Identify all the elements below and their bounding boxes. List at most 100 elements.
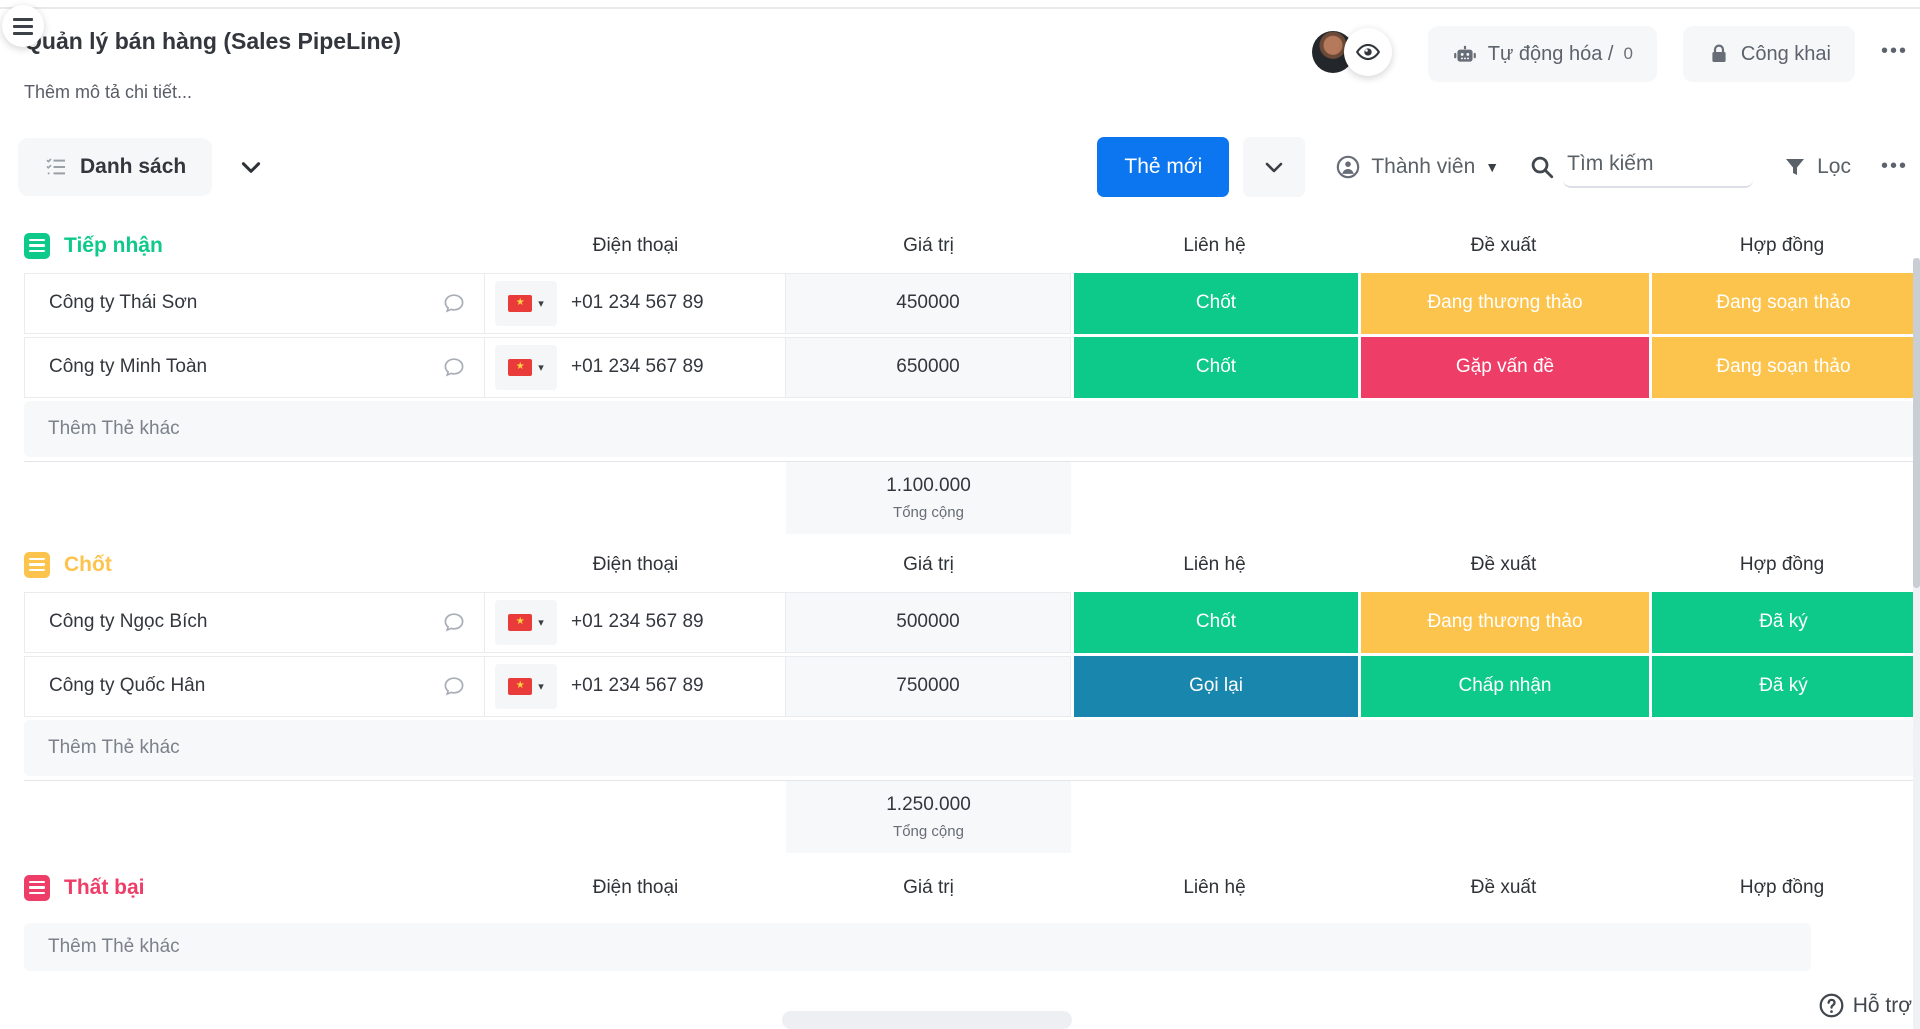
column-header-proposal[interactable]: Đề xuất bbox=[1470, 553, 1537, 575]
add-card-row[interactable]: Thêm Thẻ khác bbox=[24, 719, 1915, 776]
table-row: Công ty Ngọc Bích ★ ▾ +01 234 567 89 bbox=[24, 591, 1920, 653]
status-badge-contract[interactable]: Đang soạn thảo bbox=[1649, 336, 1915, 398]
status-badge-contact[interactable]: Chốt bbox=[1071, 336, 1358, 398]
company-cell[interactable]: Công ty Ngọc Bích bbox=[24, 591, 485, 653]
new-card-dropdown-button[interactable] bbox=[1243, 136, 1306, 197]
column-header-proposal[interactable]: Đề xuất bbox=[1470, 876, 1537, 898]
group-that-bai: Thất bại Điện thoại Giá trị Liên hệ Đề x… bbox=[24, 869, 1920, 971]
phone-cell[interactable]: ★ ▾ +01 234 567 89 bbox=[485, 655, 786, 717]
phone-cell[interactable]: ★ ▾ +01 234 567 89 bbox=[485, 591, 786, 653]
page-title[interactable]: Quản lý bán hàng (Sales PipeLine) bbox=[24, 28, 402, 54]
value-cell[interactable]: 650000 bbox=[786, 336, 1071, 398]
view-chevron-button[interactable] bbox=[238, 154, 264, 180]
funnel-icon bbox=[1783, 155, 1807, 179]
table-row: Công ty Thái Sơn ★ ▾ +01 234 567 89 bbox=[24, 272, 1920, 334]
board-more-button[interactable]: ••• bbox=[1880, 40, 1908, 62]
country-code-dropdown[interactable]: ★ ▾ bbox=[495, 344, 557, 390]
status-badge-proposal[interactable]: Đang thương thảo bbox=[1358, 591, 1649, 653]
filter-button[interactable]: Lọc bbox=[1783, 155, 1851, 179]
value-cell[interactable]: 450000 bbox=[786, 272, 1071, 334]
group-title[interactable]: Tiếp nhận bbox=[24, 232, 485, 259]
caret-down-icon: ▾ bbox=[538, 361, 544, 374]
column-header-phone[interactable]: Điện thoại bbox=[592, 234, 679, 256]
search-box bbox=[1529, 145, 1754, 188]
automation-count: 0 bbox=[1623, 44, 1633, 63]
column-header-contact[interactable]: Liên hệ bbox=[1183, 553, 1246, 575]
company-name: Công ty Minh Toàn bbox=[49, 356, 208, 378]
list-view-icon bbox=[44, 155, 68, 179]
total-label: Tổng cộng bbox=[893, 822, 964, 840]
phone-cell[interactable]: ★ ▾ +01 234 567 89 bbox=[485, 336, 786, 398]
country-code-dropdown[interactable]: ★ ▾ bbox=[495, 599, 557, 645]
company-cell[interactable]: Công ty Thái Sơn bbox=[24, 272, 485, 334]
board-toolbar: Danh sách Thẻ mới bbox=[0, 136, 1920, 197]
group-title[interactable]: Thất bại bbox=[24, 874, 485, 901]
avatar[interactable] bbox=[1311, 31, 1354, 73]
status-badge-contract[interactable]: Đã ký bbox=[1649, 655, 1915, 717]
column-header-proposal[interactable]: Đề xuất bbox=[1470, 234, 1537, 256]
board-description-placeholder[interactable]: Thêm mô tả chi tiết... bbox=[24, 81, 193, 102]
watch-button[interactable] bbox=[1343, 28, 1392, 76]
comment-icon[interactable] bbox=[442, 610, 466, 634]
column-header-value[interactable]: Giá trị bbox=[903, 553, 954, 575]
column-header-contract[interactable]: Hợp đồng bbox=[1739, 234, 1825, 256]
search-input[interactable] bbox=[1563, 145, 1754, 188]
horizontal-scrollbar[interactable] bbox=[782, 1011, 1072, 1029]
vertical-scrollbar-thumb[interactable] bbox=[1913, 258, 1920, 588]
automation-label: Tự động hóa / bbox=[1487, 42, 1614, 65]
status-badge-contract[interactable]: Đã ký bbox=[1649, 591, 1915, 653]
comment-icon[interactable] bbox=[442, 674, 466, 698]
add-card-row[interactable]: Thêm Thẻ khác bbox=[24, 922, 1811, 971]
eye-icon bbox=[1355, 39, 1381, 65]
new-card-button[interactable]: Thẻ mới bbox=[1097, 136, 1230, 197]
group-totals: 1.250.000 Tổng cộng bbox=[24, 779, 1920, 853]
country-code-dropdown[interactable]: ★ ▾ bbox=[495, 663, 557, 709]
hamburger-icon bbox=[13, 17, 33, 35]
status-badge-contact[interactable]: Chốt bbox=[1071, 272, 1358, 334]
caret-down-icon: ▾ bbox=[538, 616, 544, 629]
status-badge-proposal[interactable]: Gặp vấn đề bbox=[1358, 336, 1649, 398]
members-filter-button[interactable]: Thành viên ▼ bbox=[1335, 154, 1499, 180]
column-header-value[interactable]: Giá trị bbox=[903, 234, 954, 256]
company-cell[interactable]: Công ty Minh Toàn bbox=[24, 336, 485, 398]
column-header-contract[interactable]: Hợp đồng bbox=[1739, 553, 1825, 575]
group-title[interactable]: Chốt bbox=[24, 551, 485, 578]
filter-label: Lọc bbox=[1817, 154, 1851, 178]
country-code-dropdown[interactable]: ★ ▾ bbox=[495, 280, 557, 326]
caret-down-icon: ▾ bbox=[538, 297, 544, 310]
automation-button[interactable]: Tự động hóa / 0 bbox=[1427, 26, 1657, 82]
privacy-button[interactable]: Công khai bbox=[1682, 26, 1855, 82]
value-cell[interactable]: 750000 bbox=[786, 655, 1071, 717]
value-total-cell: 1.100.000 Tổng cộng bbox=[786, 461, 1071, 534]
group-tiep-nhan: Tiếp nhận Điện thoại Giá trị Liên hệ Đề … bbox=[24, 227, 1920, 534]
value-cell[interactable]: 500000 bbox=[786, 591, 1071, 653]
company-name: Công ty Quốc Hân bbox=[49, 675, 206, 697]
column-header-contract[interactable]: Hợp đồng bbox=[1739, 876, 1825, 898]
column-header-contact[interactable]: Liên hệ bbox=[1183, 876, 1246, 898]
help-button[interactable]: Hỗ trợ bbox=[1818, 992, 1912, 1019]
caret-down-icon: ▼ bbox=[1485, 158, 1500, 175]
status-badge-proposal[interactable]: Chấp nhận bbox=[1358, 655, 1649, 717]
chevron-down-icon bbox=[1262, 155, 1286, 179]
comment-icon[interactable] bbox=[442, 355, 466, 379]
status-badge-proposal[interactable]: Đang thương thảo bbox=[1358, 272, 1649, 334]
status-badge-contract[interactable]: Đang soạn thảo bbox=[1649, 272, 1915, 334]
vertical-scrollbar[interactable] bbox=[1913, 258, 1920, 1029]
column-header-phone[interactable]: Điện thoại bbox=[592, 553, 679, 575]
column-header-phone[interactable]: Điện thoại bbox=[592, 876, 679, 898]
add-card-row[interactable]: Thêm Thẻ khác bbox=[24, 400, 1915, 457]
value-total-cell: 1.250.000 Tổng cộng bbox=[786, 780, 1071, 853]
status-badge-contact[interactable]: Chốt bbox=[1071, 591, 1358, 653]
phone-number: +01 234 567 89 bbox=[571, 611, 704, 633]
column-header-contact[interactable]: Liên hệ bbox=[1183, 234, 1246, 256]
column-header-value[interactable]: Giá trị bbox=[903, 876, 954, 898]
comment-icon[interactable] bbox=[442, 291, 466, 315]
phone-cell[interactable]: ★ ▾ +01 234 567 89 bbox=[485, 272, 786, 334]
phone-number: +01 234 567 89 bbox=[571, 292, 704, 314]
view-selector-list[interactable]: Danh sách bbox=[18, 137, 213, 196]
status-badge-contact[interactable]: Gọi lại bbox=[1071, 655, 1358, 717]
toolbar-more-button[interactable]: ••• bbox=[1880, 155, 1908, 178]
vietnam-flag-icon: ★ bbox=[508, 294, 533, 312]
company-cell[interactable]: Công ty Quốc Hân bbox=[24, 655, 485, 717]
hamburger-menu-button[interactable] bbox=[2, 5, 44, 47]
